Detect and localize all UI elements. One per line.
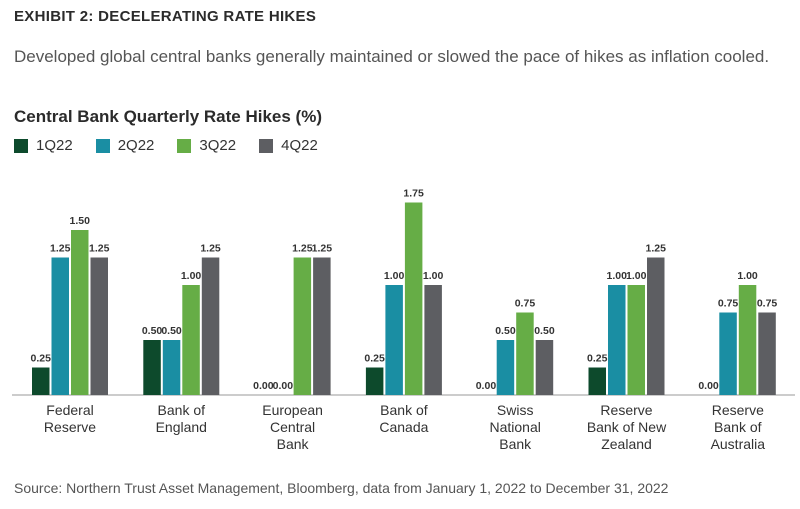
data-label-1q22-0: 0.25 — [31, 353, 52, 365]
bar-1q22-1 — [143, 340, 161, 395]
legend: 1Q22 2Q22 3Q22 4Q22 — [14, 137, 341, 154]
category-label-5-1: Bank of New — [587, 419, 667, 435]
legend-item-4q22: 4Q22 — [259, 137, 318, 154]
bar-1q22-0 — [32, 367, 50, 395]
data-label-3q22-0: 1.50 — [70, 215, 91, 227]
data-label-1q22-5: 0.25 — [587, 353, 608, 365]
legend-label-2q22: 2Q22 — [117, 137, 155, 154]
category-label-4-0: Swiss — [497, 402, 534, 418]
category-label-3-1: Canada — [379, 419, 428, 435]
legend-swatch-2q22 — [95, 138, 110, 153]
data-label-2q22-2: 0.00 — [273, 380, 294, 392]
data-label-3q22-1: 1.00 — [181, 270, 202, 282]
legend-label-1q22: 1Q22 — [36, 137, 73, 154]
bar-4q22-6 — [758, 312, 776, 395]
data-label-4q22-5: 1.25 — [646, 243, 667, 255]
bar-1q22-3 — [365, 367, 384, 395]
bar-3q22-2 — [293, 257, 312, 395]
bar-4q22-1 — [201, 257, 220, 395]
category-label-6-1: Bank of — [714, 419, 762, 435]
data-label-2q22-3: 1.00 — [384, 270, 405, 282]
data-label-4q22-0: 1.25 — [89, 243, 110, 255]
chart-subtitle: Developed global central banks generally… — [14, 47, 770, 66]
chart-title: Central Bank Quarterly Rate Hikes (%) — [14, 107, 322, 126]
bar-2q22-6 — [719, 312, 737, 395]
category-label-4-2: Bank — [499, 436, 532, 452]
legend-swatch-1q22 — [14, 138, 28, 153]
legend-label-4q22: 4Q22 — [281, 137, 318, 154]
category-label-6-0: Reserve — [712, 402, 764, 418]
category-label-5-0: Reserve — [600, 402, 652, 418]
bar-3q22-3 — [404, 202, 423, 395]
data-label-2q22-0: 1.25 — [50, 243, 71, 255]
data-label-3q22-2: 1.25 — [292, 243, 313, 255]
data-label-4q22-2: 1.25 — [312, 243, 333, 255]
data-label-1q22-2: 0.00 — [253, 380, 274, 392]
bar-4q22-4 — [535, 340, 554, 395]
bar-2q22-0 — [51, 257, 69, 395]
category-label-5-2: Zealand — [601, 436, 652, 452]
data-label-2q22-1: 0.50 — [161, 325, 182, 337]
bar-3q22-5 — [627, 285, 645, 395]
legend-swatch-4q22 — [259, 138, 274, 153]
bar-2q22-3 — [385, 285, 403, 395]
data-label-2q22-4: 0.50 — [495, 325, 516, 337]
data-label-4q22-6: 0.75 — [757, 298, 778, 310]
bar-3q22-6 — [738, 285, 757, 395]
category-label-0-0: Federal — [46, 402, 93, 418]
data-label-3q22-4: 0.75 — [515, 298, 536, 310]
data-label-2q22-6: 0.75 — [718, 298, 739, 310]
category-label-0-1: Reserve — [44, 419, 96, 435]
legend-item-1q22: 1Q22 — [14, 137, 73, 154]
bar-4q22-2 — [313, 257, 331, 395]
data-label-3q22-6: 1.00 — [737, 270, 758, 282]
bar-3q22-1 — [182, 285, 200, 395]
category-label-1-0: Bank of — [158, 402, 206, 418]
data-label-1q22-3: 0.25 — [364, 353, 385, 365]
bar-3q22-0 — [71, 230, 89, 395]
legend-label-3q22: 3Q22 — [199, 137, 237, 154]
category-label-2-1: Central — [270, 419, 315, 435]
bar-1q22-5 — [588, 367, 606, 395]
data-label-4q22-1: 1.25 — [200, 243, 221, 255]
category-label-6-2: Australia — [711, 436, 766, 452]
data-label-4q22-3: 1.00 — [423, 270, 444, 282]
data-label-3q22-3: 1.75 — [403, 188, 424, 200]
category-label-2-0: European — [262, 402, 323, 418]
legend-item-2q22: 2Q22 — [95, 137, 155, 154]
bar-2q22-5 — [608, 285, 626, 395]
data-label-1q22-1: 0.50 — [142, 325, 163, 337]
legend-swatch-3q22 — [177, 138, 192, 153]
bar-4q22-0 — [90, 257, 108, 395]
bar-2q22-1 — [162, 340, 181, 395]
data-label-3q22-5: 1.00 — [626, 270, 647, 282]
data-label-4q22-4: 0.50 — [534, 325, 555, 337]
category-label-1-1: England — [156, 419, 207, 435]
bar-3q22-4 — [516, 312, 534, 395]
source-note: Source: Northern Trust Asset Management,… — [14, 480, 669, 496]
category-label-2-2: Bank — [277, 436, 310, 452]
bar-4q22-3 — [424, 285, 442, 395]
category-label-4-1: National — [490, 419, 541, 435]
category-label-3-0: Bank of — [380, 402, 428, 418]
bar-4q22-5 — [647, 257, 665, 395]
data-label-1q22-6: 0.00 — [698, 380, 719, 392]
bar-2q22-4 — [496, 340, 515, 395]
data-label-1q22-4: 0.00 — [476, 380, 497, 392]
exhibit-label: EXHIBIT 2: DECELERATING RATE HIKES — [14, 8, 317, 25]
data-label-2q22-5: 1.00 — [607, 270, 628, 282]
legend-item-3q22: 3Q22 — [177, 137, 236, 154]
